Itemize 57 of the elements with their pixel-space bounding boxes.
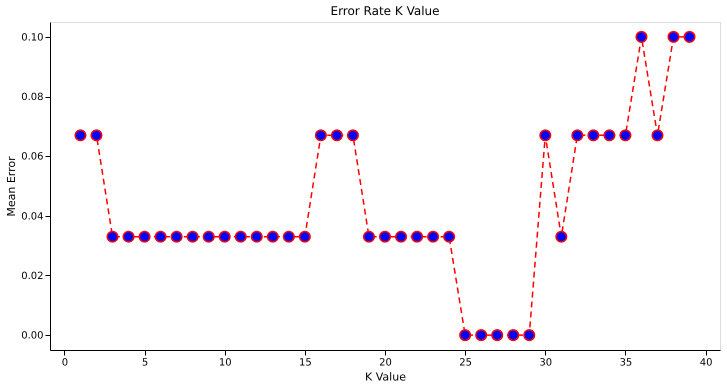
point <box>427 230 440 243</box>
point <box>234 230 247 243</box>
point <box>443 230 456 243</box>
point <box>507 329 520 342</box>
point <box>571 129 584 142</box>
point <box>635 30 648 43</box>
point <box>218 230 231 243</box>
point <box>587 129 600 142</box>
point <box>122 230 135 243</box>
x-tick-label: 35 <box>620 358 632 368</box>
x-tick-label: 25 <box>459 358 472 368</box>
y-tick-label: 0.10 <box>21 32 44 44</box>
point <box>523 329 536 342</box>
y-axis-title: Mean Error <box>5 156 18 217</box>
point <box>186 230 199 243</box>
point <box>266 230 279 243</box>
point <box>668 30 680 43</box>
y-tick-label: 0.08 <box>21 92 44 104</box>
point <box>459 329 472 342</box>
x-tick-label: 5 <box>142 358 148 368</box>
chart-title: Error Rate K Value <box>330 4 440 18</box>
point <box>154 230 167 243</box>
point <box>298 230 311 243</box>
point <box>362 230 375 243</box>
point <box>379 230 391 243</box>
point <box>475 329 488 342</box>
point <box>90 129 102 142</box>
point <box>314 129 327 142</box>
x-tick-label: 0 <box>62 358 68 368</box>
point <box>330 129 343 142</box>
x-tick-label: 40 <box>700 358 712 368</box>
point <box>603 129 616 142</box>
point <box>202 230 215 243</box>
point <box>395 230 408 243</box>
point <box>106 230 119 243</box>
x-axis-title: K Value <box>365 370 406 384</box>
point <box>170 230 183 243</box>
point <box>74 129 86 142</box>
x-tick-label: 15 <box>298 358 312 368</box>
point <box>491 329 504 342</box>
point <box>651 129 664 142</box>
point <box>138 230 151 243</box>
point <box>250 230 263 243</box>
x-tick-label: 10 <box>218 358 232 368</box>
point <box>346 129 359 142</box>
y-tick-label: 0.02 <box>21 270 44 282</box>
point <box>619 129 632 142</box>
point <box>555 230 568 243</box>
point <box>539 129 552 142</box>
x-tick-label: 20 <box>379 358 392 368</box>
y-tick-label: 0.04 <box>21 211 44 222</box>
point <box>282 230 295 243</box>
point <box>684 30 696 43</box>
x-tick-label: 30 <box>539 358 552 368</box>
point <box>411 230 424 243</box>
y-tick-label: 0.00 <box>21 330 44 342</box>
y-tick-label: 0.06 <box>21 152 44 163</box>
